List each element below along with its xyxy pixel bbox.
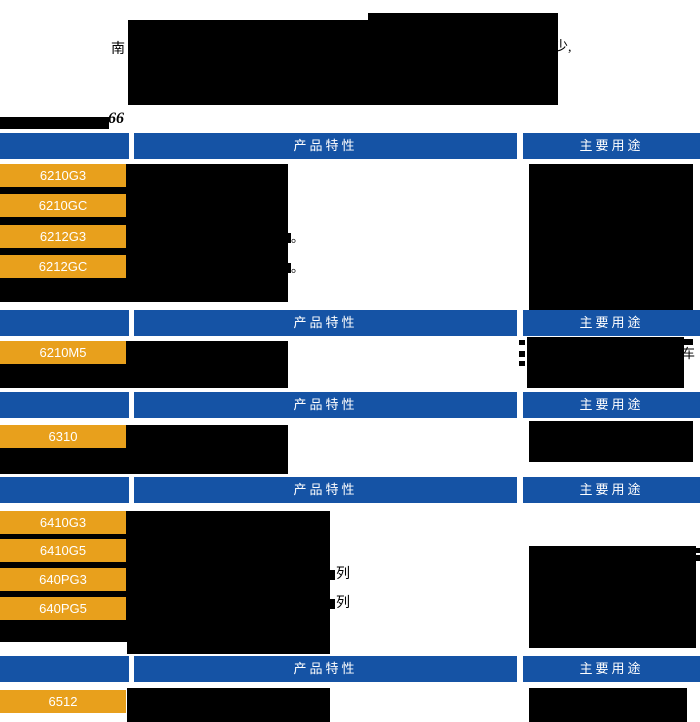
product-code-cell: 6410G3 <box>0 511 126 534</box>
table-header-features: 产品特性 <box>134 656 517 682</box>
product-code-cell: 6310 <box>0 425 126 448</box>
text-fragment-series: 列 <box>336 567 350 582</box>
redaction-block-caption <box>0 117 109 129</box>
redaction-fragment <box>519 351 525 357</box>
redaction-fragment <box>330 599 335 609</box>
text-fragment-series: 列 <box>336 596 350 611</box>
redaction-fragment <box>287 233 291 243</box>
table-header-features: 产品特性 <box>134 392 517 418</box>
redaction-features-s4 <box>127 511 330 654</box>
table-header-spacer <box>0 310 129 336</box>
text-fragment-use: 车 <box>682 346 696 361</box>
redaction-fragment <box>519 361 525 366</box>
redaction-fragment <box>684 339 693 345</box>
product-code-cell: 6210GC <box>0 194 126 217</box>
redaction-fragment <box>330 570 335 580</box>
redaction-uses-s3 <box>529 421 693 462</box>
redaction-uses-s4 <box>529 546 696 648</box>
product-code-cell: 6210G3 <box>0 164 126 187</box>
redaction-features-s3 <box>127 425 288 474</box>
intro-visible-left-text: 南 <box>111 42 125 57</box>
page-number: 66 <box>108 110 124 127</box>
product-code-cell: 640PG5 <box>0 597 126 620</box>
redaction-uses-s5 <box>529 688 687 722</box>
redaction-fragment <box>519 340 525 345</box>
table-header-spacer <box>0 477 129 503</box>
product-code-cell: 6210M5 <box>0 341 126 364</box>
product-code-cell: 640PG3 <box>0 568 126 591</box>
redaction-uses-s2 <box>527 337 684 388</box>
redaction-features-s2 <box>127 341 288 388</box>
table-header-uses: 主要用途 <box>523 392 700 418</box>
redaction-features-s1 <box>127 164 288 302</box>
redaction-uses-s1 <box>529 164 693 311</box>
intro-visible-right-text: 少, <box>554 40 572 55</box>
table-header-features: 产品特性 <box>134 477 517 503</box>
redaction-features-s5 <box>127 688 330 722</box>
product-code-cell: 6512 <box>0 690 126 713</box>
table-header-spacer <box>0 392 129 418</box>
table-header-spacer <box>0 133 129 159</box>
text-fragment-period: 。 <box>291 230 305 245</box>
table-header-uses: 主要用途 <box>523 133 700 159</box>
table-header-uses: 主要用途 <box>523 656 700 682</box>
table-header-features: 产品特性 <box>134 133 517 159</box>
text-fragment-period: 。 <box>291 260 305 275</box>
redaction-fragment <box>287 263 291 273</box>
table-header-spacer <box>0 656 129 682</box>
redaction-block-intro-notch <box>368 13 558 21</box>
product-code-cell: 6410G5 <box>0 539 126 562</box>
product-code-cell: 6212GC <box>0 255 126 278</box>
table-header-uses: 主要用途 <box>523 310 700 336</box>
redaction-block-intro <box>128 20 558 105</box>
redaction-fragment <box>695 548 700 553</box>
table-header-features: 产品特性 <box>134 310 517 336</box>
product-code-cell: 6212G3 <box>0 225 126 248</box>
table-header-uses: 主要用途 <box>523 477 700 503</box>
redaction-fragment <box>695 555 700 561</box>
